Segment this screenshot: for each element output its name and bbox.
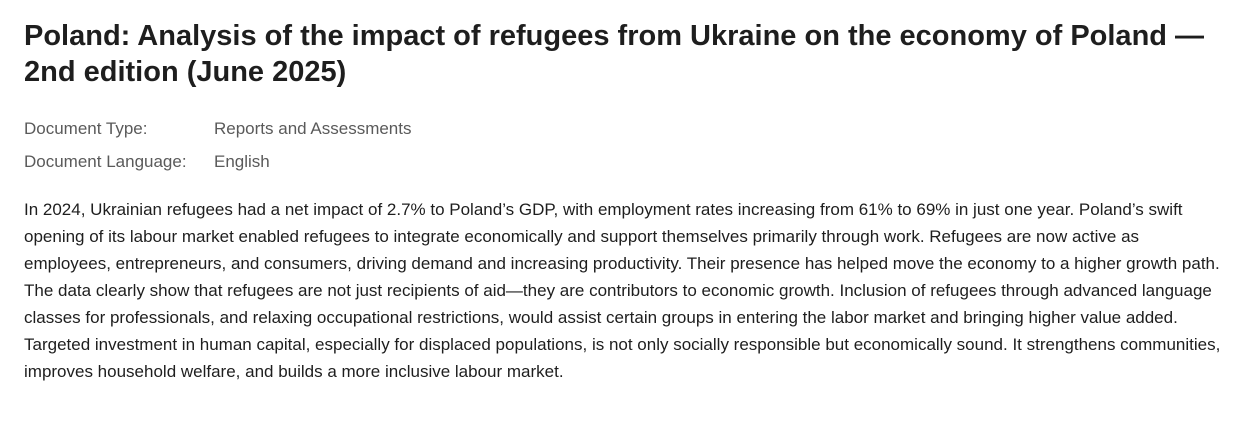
meta-row-document-language: Document Language: English xyxy=(24,145,1215,178)
meta-row-document-type: Document Type: Reports and Assessments xyxy=(24,112,1215,145)
document-abstract: In 2024, Ukrainian refugees had a net im… xyxy=(24,200,1221,381)
meta-label-document-type: Document Type: xyxy=(24,119,148,138)
meta-label-document-language: Document Language: xyxy=(24,152,187,171)
meta-value-document-language: English xyxy=(214,152,270,171)
document-metadata: Document Type: Reports and Assessments D… xyxy=(24,112,1215,178)
meta-value-document-type: Reports and Assessments xyxy=(214,119,412,138)
document-title: Poland: Analysis of the impact of refuge… xyxy=(24,20,1205,88)
